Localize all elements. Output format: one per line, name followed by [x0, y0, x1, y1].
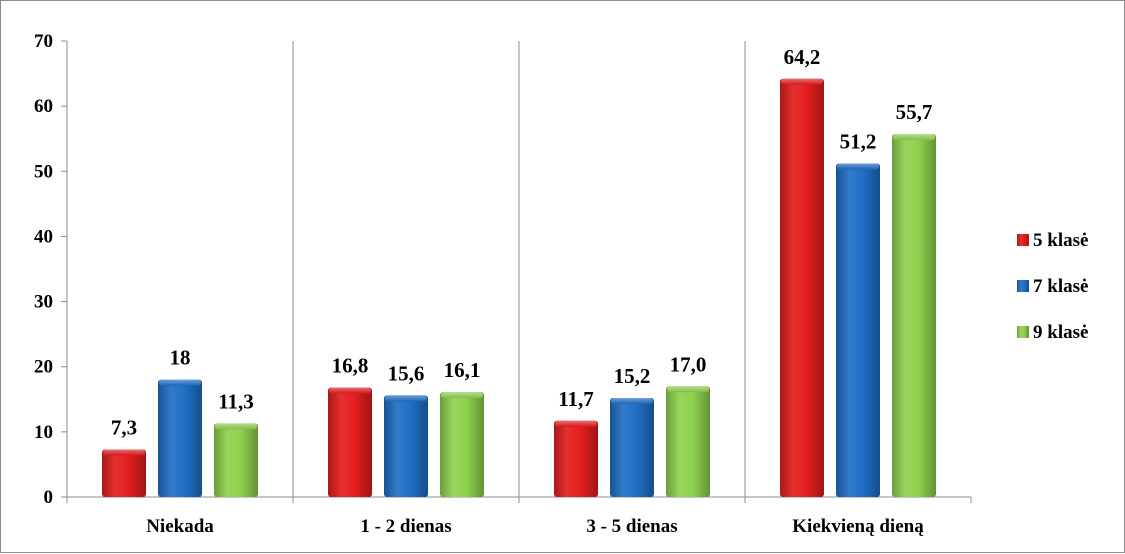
value-label: 64,2	[784, 45, 821, 69]
legend-label: 7 klasė	[1033, 276, 1088, 297]
bar	[328, 387, 372, 497]
y-axis-ticks: 0 10 20 30 40 50 60 70	[34, 31, 67, 508]
y-tick-label: 40	[34, 226, 53, 247]
category-label: 3 - 5 dienas	[586, 516, 677, 537]
bar-body	[666, 386, 710, 497]
x-axis-labels: Niekada 1 - 2 dienas 3 - 5 dienas Kiekvieną…	[146, 516, 924, 537]
bar	[554, 420, 598, 497]
bar-cap	[893, 134, 935, 141]
bar-cap	[781, 78, 823, 85]
value-label: 16,1	[444, 358, 481, 382]
legend-item: 7 klasė	[1017, 276, 1088, 297]
value-label: 15,6	[388, 361, 425, 385]
bar-body	[102, 449, 146, 497]
bar-body	[780, 78, 824, 497]
y-tick-label: 50	[34, 161, 53, 182]
value-label: 55,7	[896, 100, 933, 124]
bar	[102, 449, 146, 497]
legend-swatch	[1017, 280, 1029, 292]
y-tick-label: 70	[34, 31, 53, 52]
y-tick-label: 60	[34, 96, 53, 117]
bar-body	[384, 395, 428, 497]
value-label: 15,2	[614, 364, 651, 388]
bar-cap	[441, 392, 483, 399]
value-label: 18	[170, 346, 191, 370]
bar	[666, 386, 710, 497]
value-label: 16,8	[332, 354, 369, 378]
category-label: Kiekvieną dieną	[792, 516, 924, 537]
bar	[384, 395, 428, 497]
bar-cap	[555, 420, 597, 427]
legend-swatch	[1017, 326, 1029, 338]
bar-body	[214, 423, 258, 497]
bar-cap	[103, 449, 145, 456]
bar	[892, 134, 936, 497]
legend-swatch	[1017, 234, 1029, 246]
value-label: 51,2	[840, 129, 877, 153]
bar-cap	[385, 395, 427, 402]
bar-cap	[329, 387, 371, 394]
bar-body	[158, 379, 202, 497]
bar	[610, 397, 654, 497]
bar-cap	[159, 379, 201, 386]
bar-body	[554, 420, 598, 497]
bar	[214, 423, 258, 497]
bar-cap	[837, 163, 879, 170]
bar-body	[892, 134, 936, 497]
bar	[440, 392, 484, 497]
bar-body	[610, 397, 654, 497]
bar-body	[328, 387, 372, 497]
y-tick-label: 10	[34, 422, 53, 443]
bars	[102, 78, 936, 497]
value-label: 11,3	[218, 389, 254, 413]
bar-body	[836, 163, 880, 497]
bar-cap	[215, 423, 257, 430]
value-label: 11,7	[558, 387, 594, 411]
y-tick-label: 0	[44, 487, 54, 508]
legend: 5 klasė 7 klasė 9 klasė	[1017, 230, 1088, 343]
value-labels: 7,3 18 11,3 16,8 15,6 16,1 11,7 15,2 17,0 64,2 51,…	[111, 45, 933, 440]
bar	[780, 78, 824, 497]
category-label: 1 - 2 dienas	[360, 516, 451, 537]
value-label: 7,3	[111, 415, 137, 439]
category-separators	[292, 41, 746, 497]
bar-cap	[667, 386, 709, 393]
bar	[836, 163, 880, 497]
legend-label: 5 klasė	[1033, 230, 1088, 251]
legend-label: 9 klasė	[1033, 322, 1088, 343]
y-tick-label: 30	[34, 292, 53, 313]
bar	[158, 379, 202, 497]
value-label: 17,0	[670, 352, 707, 376]
bar-body	[440, 392, 484, 497]
legend-item: 9 klasė	[1017, 322, 1088, 343]
legend-item: 5 klasė	[1017, 230, 1088, 251]
y-tick-label: 20	[34, 357, 53, 378]
bar-cap	[611, 397, 653, 404]
category-label: Niekada	[146, 516, 214, 537]
